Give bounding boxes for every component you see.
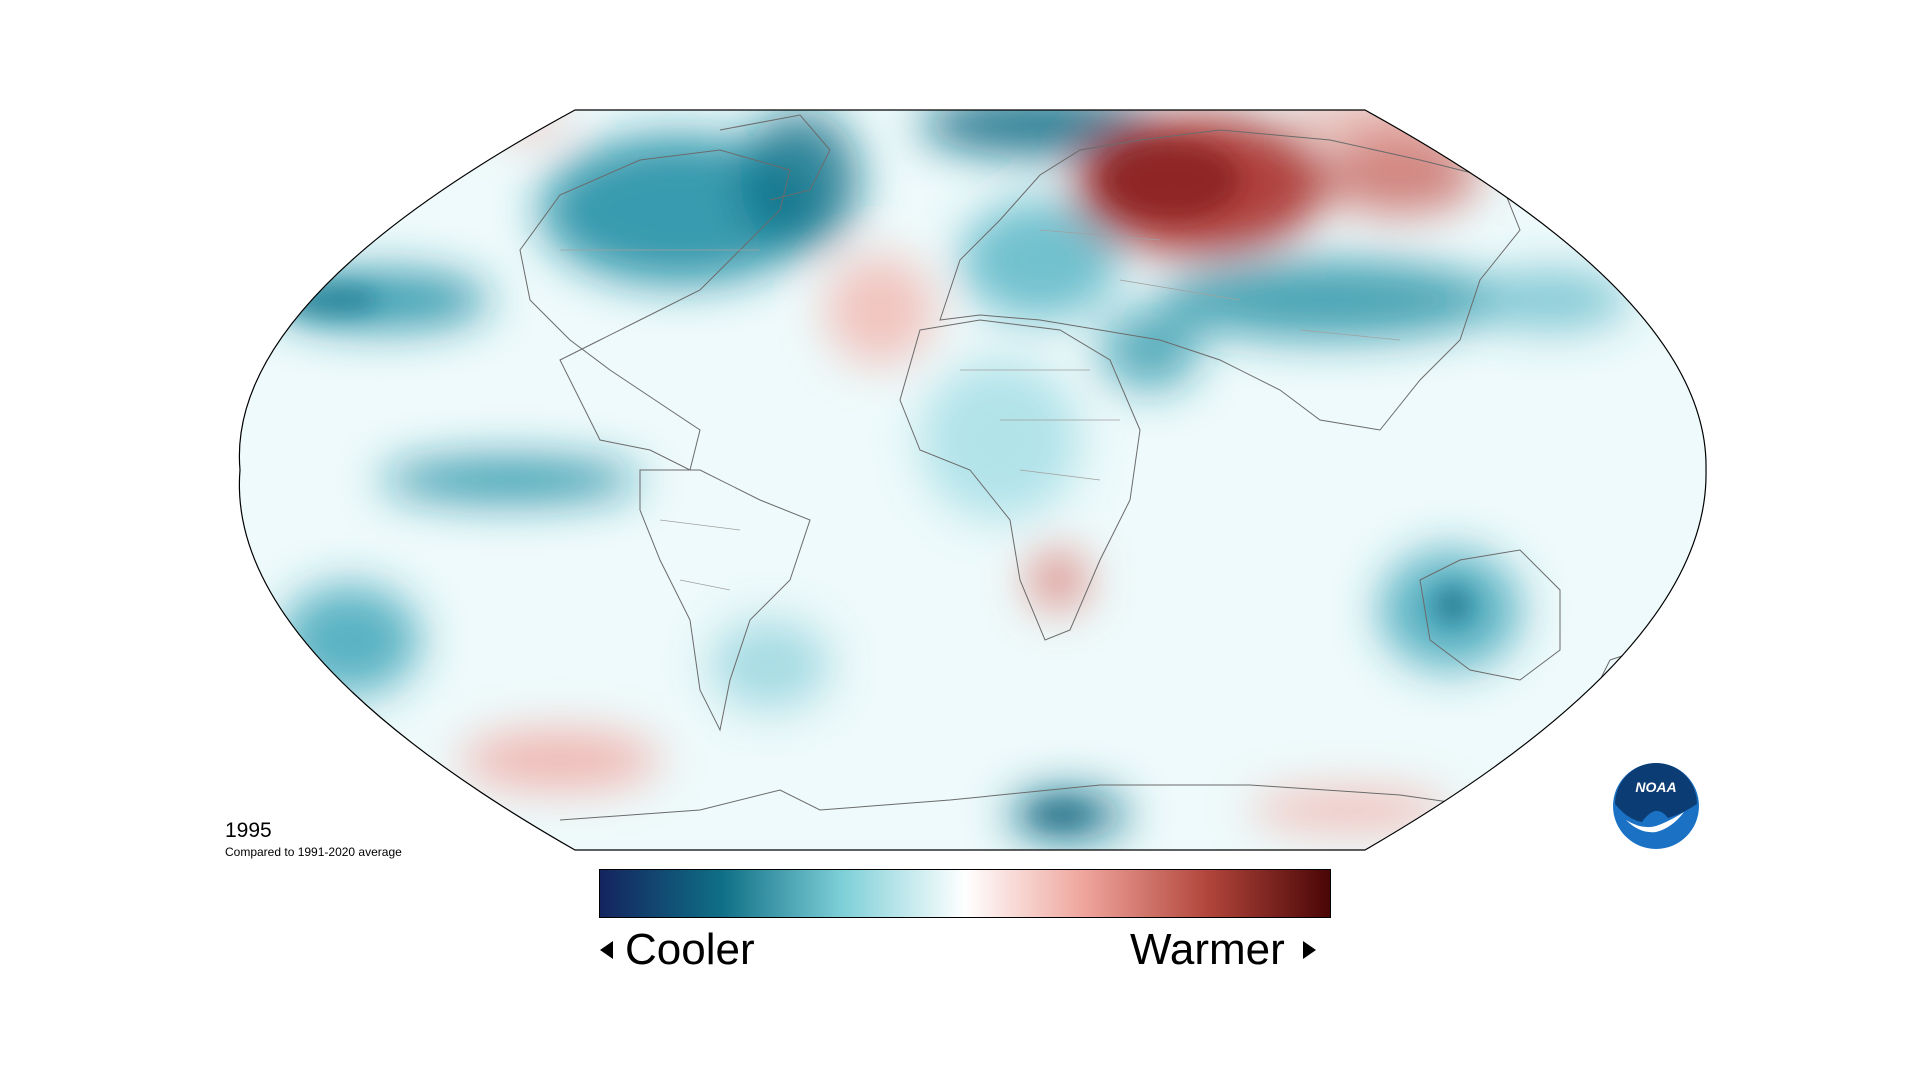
cool-core-australia bbox=[1433, 585, 1473, 625]
warm-region-north-atlantic bbox=[825, 255, 935, 365]
cooler-label: Cooler bbox=[625, 925, 755, 974]
cool-region-middle-east bbox=[1100, 310, 1200, 390]
cool-core-north-pacific bbox=[280, 284, 380, 316]
map-anomaly-field bbox=[239, 110, 1707, 850]
map-outline bbox=[238, 109, 1707, 851]
cool-region-south-pacific bbox=[280, 585, 420, 695]
noaa-logo: NOAA bbox=[1613, 763, 1699, 849]
coast-greenland bbox=[719, 114, 831, 201]
cool-region-south-atlantic bbox=[710, 620, 830, 710]
cool-core-antarctic bbox=[1030, 803, 1090, 827]
left-arrow-icon bbox=[600, 941, 613, 959]
cool-region-central-asia bbox=[1160, 260, 1500, 340]
map-year-label: 1995 bbox=[225, 819, 272, 842]
warm-region-antarctic-east bbox=[1250, 790, 1450, 830]
borders-eurasia bbox=[1039, 229, 1401, 341]
warmer-label: Warmer bbox=[1130, 925, 1285, 974]
warm-region-southern-africa bbox=[1028, 550, 1088, 610]
cool-region-europe bbox=[960, 200, 1120, 320]
country-borders bbox=[560, 229, 1401, 591]
cool-region-central-africa bbox=[920, 360, 1080, 520]
warm-core-siberia bbox=[1100, 140, 1240, 220]
warm-region-southern-pacific bbox=[460, 730, 660, 790]
coast-antarctica bbox=[559, 784, 1471, 821]
warmer-label-group: Warmer bbox=[1130, 928, 1316, 972]
logo-text: NOAA bbox=[1635, 779, 1676, 795]
coast-south-america bbox=[639, 469, 811, 732]
borders-south-america bbox=[659, 519, 741, 591]
coast-eurasia bbox=[939, 129, 1521, 431]
warm-region-arctic-ocean bbox=[1280, 110, 1480, 140]
coast-africa bbox=[899, 319, 1141, 641]
logo-inner-arc bbox=[1615, 763, 1697, 822]
warm-region-east-siberia bbox=[1320, 135, 1480, 215]
cool-region-tropical-pacific bbox=[380, 458, 640, 502]
coast-north-america bbox=[519, 149, 791, 471]
cool-region-hudson bbox=[740, 110, 860, 250]
cool-region-arctic bbox=[920, 110, 1160, 155]
borders-africa bbox=[960, 369, 1120, 481]
map-comparison-label: Compared to 1991-2020 average bbox=[225, 845, 402, 859]
cool-region-northwest-pacific bbox=[1470, 270, 1630, 330]
right-arrow-icon bbox=[1302, 941, 1316, 959]
coast-australia bbox=[1419, 549, 1561, 681]
cooler-label-group: Cooler bbox=[600, 928, 755, 972]
seagull-icon bbox=[1626, 812, 1684, 833]
warm-region-bering bbox=[485, 110, 565, 135]
anomaly-colorbar bbox=[599, 869, 1331, 918]
